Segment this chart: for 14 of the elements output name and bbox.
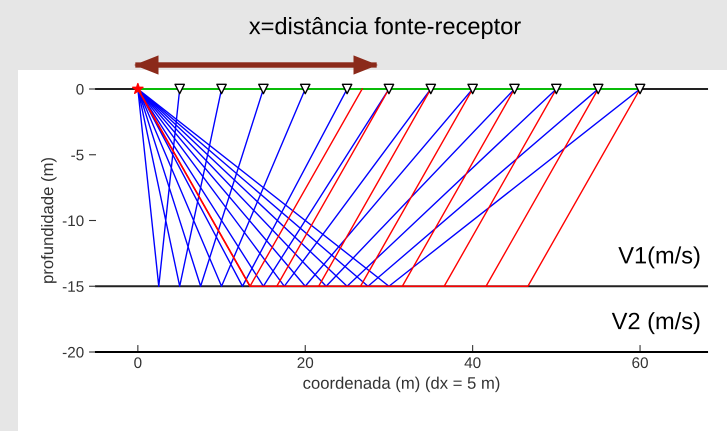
y-tick-label: 0	[76, 84, 84, 95]
annotation: V2 (m/s)	[612, 312, 700, 334]
chart-title: x=distância fonte-receptor	[249, 16, 521, 40]
x-tick-label: 20	[298, 357, 314, 368]
x-tick-label: 40	[464, 357, 481, 368]
y-axis-title: profundidade (m)	[41, 158, 57, 283]
y-tick-label: -10	[62, 215, 84, 226]
x-axis-title: coordenada (m) (dx = 5 m)	[303, 376, 500, 392]
y-tick-label: -20	[62, 346, 84, 358]
y-tick-label: -15	[62, 281, 84, 292]
x-tick-label: 60	[632, 357, 648, 368]
annotation: V1(m/s)	[618, 246, 700, 268]
y-tick-label: -5	[71, 150, 84, 160]
x-tick-label: 0	[134, 357, 142, 368]
